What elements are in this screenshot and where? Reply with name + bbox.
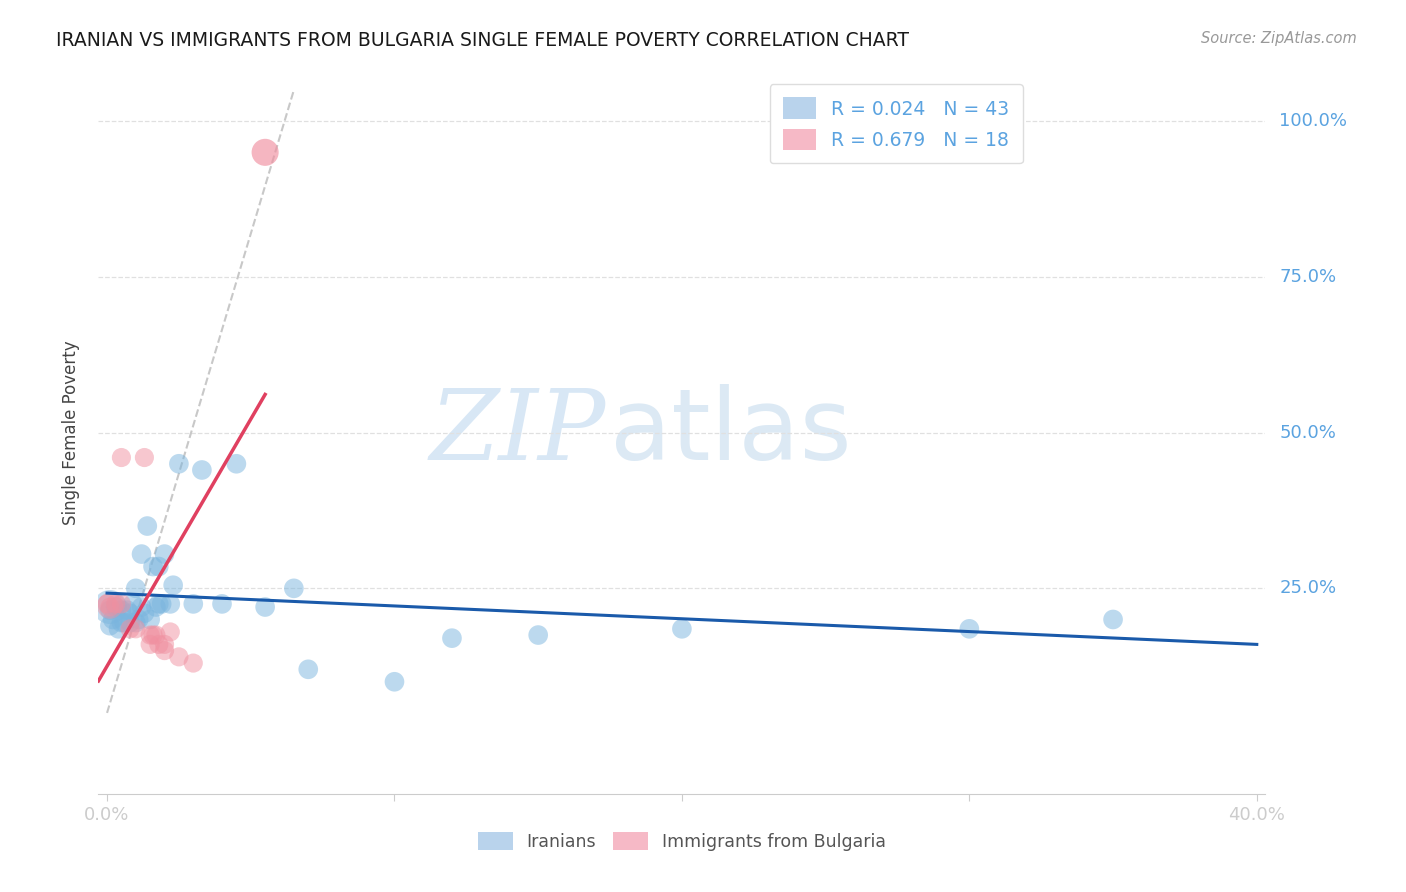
Point bbox=[162, 578, 184, 592]
Point bbox=[145, 628, 167, 642]
Point bbox=[167, 457, 190, 471]
Point bbox=[181, 656, 204, 670]
Point bbox=[297, 662, 319, 676]
Text: Source: ZipAtlas.com: Source: ZipAtlas.com bbox=[1201, 31, 1357, 46]
Point bbox=[118, 615, 141, 630]
Point bbox=[134, 607, 156, 621]
Point bbox=[98, 618, 121, 632]
Point bbox=[104, 597, 127, 611]
Y-axis label: Single Female Poverty: Single Female Poverty bbox=[62, 341, 80, 524]
Point bbox=[110, 603, 132, 617]
Text: atlas: atlas bbox=[610, 384, 851, 481]
Point bbox=[142, 628, 165, 642]
Point bbox=[101, 612, 124, 626]
Point bbox=[181, 597, 204, 611]
Point bbox=[118, 622, 141, 636]
Point bbox=[254, 600, 277, 615]
Point bbox=[118, 607, 141, 621]
Text: IRANIAN VS IMMIGRANTS FROM BULGARIA SINGLE FEMALE POVERTY CORRELATION CHART: IRANIAN VS IMMIGRANTS FROM BULGARIA SING… bbox=[56, 31, 910, 50]
Point bbox=[98, 600, 121, 615]
Point bbox=[139, 612, 162, 626]
Point bbox=[148, 637, 170, 651]
Point bbox=[153, 637, 176, 651]
Point bbox=[671, 622, 693, 636]
Point bbox=[153, 547, 176, 561]
Point bbox=[112, 615, 135, 630]
Point bbox=[131, 547, 153, 561]
Text: 25.0%: 25.0% bbox=[1279, 579, 1337, 598]
Point bbox=[110, 597, 132, 611]
Point bbox=[145, 600, 167, 615]
Point bbox=[142, 559, 165, 574]
Point bbox=[211, 597, 233, 611]
Point bbox=[104, 600, 127, 615]
Point bbox=[136, 519, 159, 533]
Text: 75.0%: 75.0% bbox=[1279, 268, 1337, 286]
Point bbox=[115, 603, 138, 617]
Text: ZIP: ZIP bbox=[430, 385, 606, 480]
Point bbox=[148, 559, 170, 574]
Point bbox=[125, 622, 148, 636]
Point bbox=[440, 631, 463, 645]
Text: 100.0%: 100.0% bbox=[1279, 112, 1347, 130]
Text: 50.0%: 50.0% bbox=[1279, 424, 1336, 442]
Point bbox=[125, 582, 148, 596]
Point bbox=[225, 457, 247, 471]
Point bbox=[98, 599, 121, 613]
Point bbox=[254, 145, 277, 160]
Point bbox=[110, 450, 132, 465]
Point bbox=[159, 597, 181, 611]
Point bbox=[125, 615, 148, 630]
Legend: Iranians, Immigrants from Bulgaria: Iranians, Immigrants from Bulgaria bbox=[471, 825, 893, 857]
Point bbox=[128, 612, 150, 626]
Point bbox=[98, 603, 121, 617]
Point bbox=[96, 597, 118, 611]
Point bbox=[134, 450, 156, 465]
Point bbox=[139, 637, 162, 651]
Point bbox=[384, 674, 406, 689]
Point bbox=[148, 597, 170, 611]
Point bbox=[957, 622, 980, 636]
Point bbox=[110, 615, 132, 630]
Point bbox=[150, 597, 173, 611]
Point bbox=[122, 597, 145, 611]
Point bbox=[98, 600, 121, 615]
Point bbox=[107, 622, 129, 636]
Point bbox=[191, 463, 214, 477]
Point bbox=[1102, 612, 1125, 626]
Point bbox=[139, 628, 162, 642]
Point bbox=[153, 643, 176, 657]
Point bbox=[527, 628, 550, 642]
Point bbox=[131, 600, 153, 615]
Point bbox=[283, 582, 305, 596]
Point bbox=[167, 649, 190, 664]
Point bbox=[159, 624, 181, 639]
